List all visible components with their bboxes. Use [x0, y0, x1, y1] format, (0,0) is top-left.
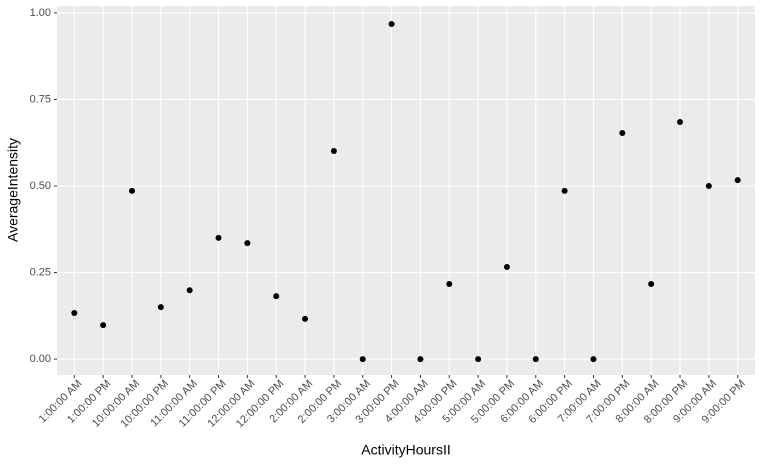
point — [590, 356, 597, 363]
point — [359, 356, 366, 363]
point — [619, 130, 626, 137]
point — [446, 280, 453, 287]
point — [734, 177, 741, 184]
point — [186, 287, 193, 294]
point — [244, 240, 251, 247]
y-tick-label: 0.75 — [30, 93, 51, 105]
point — [215, 234, 222, 241]
point — [475, 356, 482, 363]
point — [561, 187, 568, 194]
point — [157, 304, 164, 311]
point — [100, 322, 107, 329]
y-axis-title: AverageIntensity — [5, 138, 21, 242]
point — [705, 183, 712, 189]
point — [128, 187, 135, 194]
y-tick-label: 1.00 — [30, 7, 51, 19]
y-tick-label: 0.25 — [30, 266, 51, 278]
point — [503, 264, 510, 270]
x-axis-title: ActivityHoursII — [361, 442, 450, 458]
y-tick-label: 0.50 — [30, 180, 51, 192]
point — [388, 21, 395, 27]
point — [677, 118, 684, 125]
point — [648, 280, 655, 287]
y-tick-label: 0.00 — [30, 353, 51, 365]
point — [273, 293, 280, 300]
panel — [57, 6, 755, 375]
point — [417, 356, 424, 363]
point — [302, 315, 309, 322]
point — [330, 148, 337, 155]
point — [71, 310, 78, 317]
point — [532, 356, 539, 363]
